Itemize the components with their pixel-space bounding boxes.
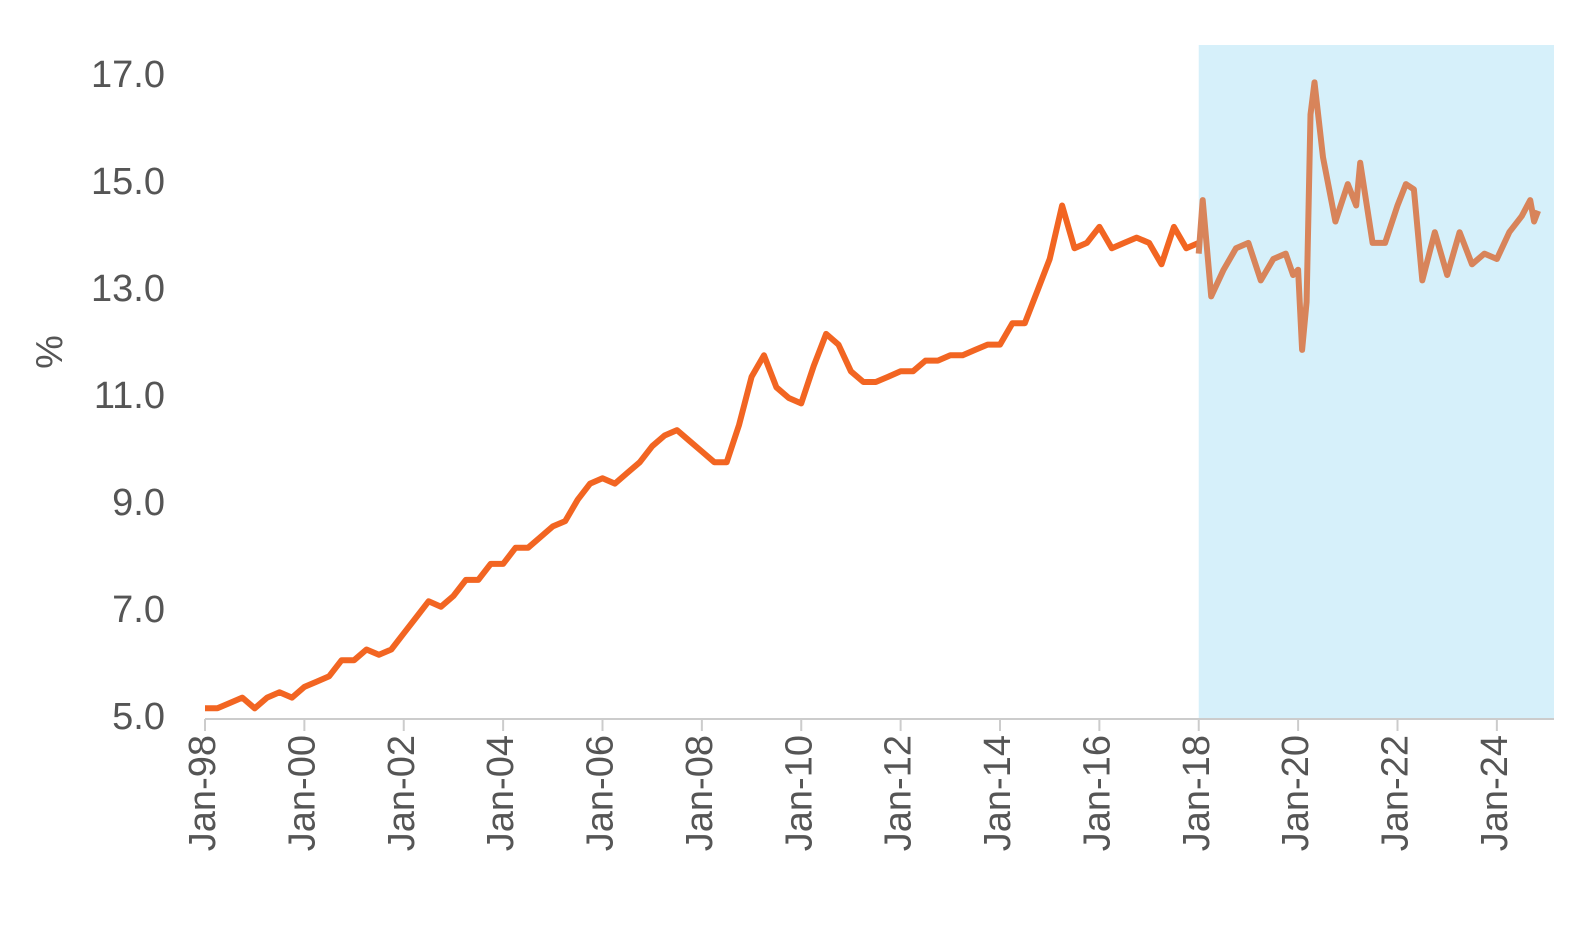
y-axis-label: % bbox=[29, 335, 71, 369]
x-tick-label: Jan-04 bbox=[480, 735, 522, 851]
x-tick-label: Jan-02 bbox=[381, 735, 423, 851]
x-tick-label: Jan-16 bbox=[1076, 735, 1118, 851]
x-tick-label: Jan-14 bbox=[977, 735, 1019, 851]
y-tick-label: 7.0 bbox=[112, 589, 165, 631]
y-tick-label: 13.0 bbox=[91, 268, 165, 310]
x-tick-label: Jan-08 bbox=[679, 735, 721, 851]
x-tick-label: Jan-06 bbox=[580, 735, 622, 851]
y-tick-label: 5.0 bbox=[112, 696, 165, 738]
line-series bbox=[205, 202, 1200, 712]
x-tick-label: Jan-12 bbox=[878, 735, 920, 851]
y-tick-label: 17.0 bbox=[91, 54, 165, 96]
x-tick-label: Jan-10 bbox=[778, 735, 820, 851]
x-tick-label: Jan-20 bbox=[1275, 735, 1317, 851]
highlight-region bbox=[1198, 45, 1554, 719]
x-tick-label: Jan-22 bbox=[1375, 735, 1417, 851]
x-tick-label: Jan-18 bbox=[1176, 735, 1218, 851]
x-tick-label: Jan-98 bbox=[182, 735, 224, 851]
line-series bbox=[1195, 79, 1541, 353]
y-tick-label: 11.0 bbox=[94, 375, 165, 417]
y-tick-label: 15.0 bbox=[91, 161, 165, 203]
x-tick-label: Jan-24 bbox=[1474, 735, 1516, 851]
x-tick-label: Jan-00 bbox=[281, 735, 323, 851]
y-tick-label: 9.0 bbox=[112, 482, 165, 524]
